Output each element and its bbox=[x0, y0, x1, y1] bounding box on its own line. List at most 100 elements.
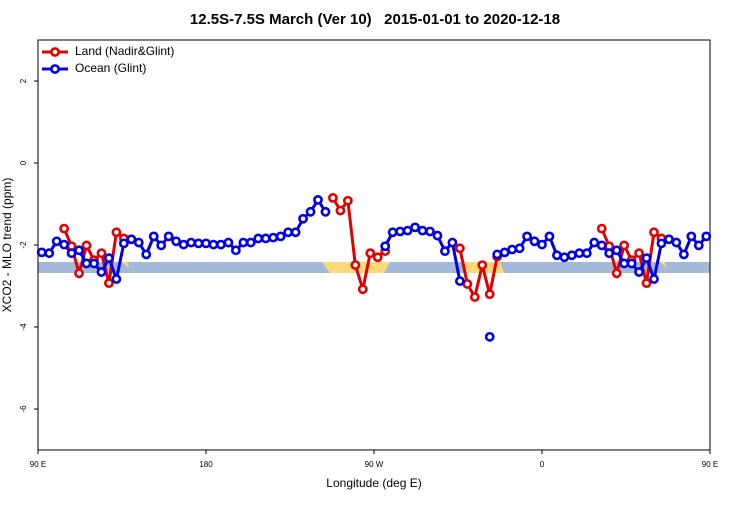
point bbox=[507, 244, 518, 255]
point bbox=[66, 248, 77, 259]
point bbox=[141, 249, 152, 260]
point bbox=[260, 233, 271, 244]
point bbox=[245, 237, 256, 248]
point bbox=[574, 248, 585, 259]
point bbox=[664, 234, 674, 245]
point bbox=[596, 240, 607, 251]
point bbox=[454, 276, 465, 286]
point bbox=[589, 237, 600, 248]
point bbox=[216, 239, 226, 250]
point bbox=[96, 267, 107, 277]
point bbox=[208, 239, 219, 250]
point bbox=[544, 231, 555, 242]
y-axis-label: XCO2 - MLO trend (ppm) bbox=[0, 178, 14, 313]
legend-marker bbox=[50, 64, 60, 74]
point bbox=[81, 240, 92, 251]
point bbox=[320, 206, 331, 217]
point bbox=[649, 274, 659, 284]
point bbox=[477, 260, 488, 270]
point bbox=[611, 268, 622, 279]
y-tick-label: -4 bbox=[19, 323, 28, 331]
point bbox=[656, 238, 667, 249]
point bbox=[686, 231, 697, 242]
point bbox=[350, 260, 361, 270]
point bbox=[387, 227, 398, 238]
point bbox=[634, 248, 644, 259]
x-tick-label: 90 W bbox=[365, 460, 384, 469]
point bbox=[372, 252, 383, 263]
point bbox=[118, 238, 129, 249]
point bbox=[178, 239, 189, 250]
point bbox=[559, 252, 570, 263]
point bbox=[133, 237, 144, 248]
point bbox=[529, 236, 540, 247]
point bbox=[193, 238, 204, 249]
point bbox=[484, 289, 495, 300]
point bbox=[171, 236, 182, 247]
point bbox=[671, 237, 682, 248]
point bbox=[290, 227, 301, 238]
point bbox=[126, 234, 137, 245]
point bbox=[111, 227, 122, 238]
point bbox=[186, 237, 196, 248]
land-patch bbox=[660, 262, 667, 268]
point bbox=[305, 206, 316, 217]
point bbox=[283, 227, 294, 238]
point bbox=[514, 243, 525, 254]
point bbox=[425, 226, 435, 237]
point bbox=[641, 253, 652, 264]
point bbox=[253, 233, 264, 244]
point bbox=[462, 279, 473, 289]
map-strip bbox=[38, 262, 710, 273]
point bbox=[59, 223, 70, 234]
point bbox=[230, 245, 241, 256]
y-tick-label: -2 bbox=[19, 241, 28, 249]
point bbox=[522, 231, 532, 242]
point bbox=[619, 240, 630, 251]
point bbox=[275, 231, 286, 242]
point bbox=[417, 225, 428, 236]
point bbox=[148, 231, 159, 242]
point bbox=[156, 240, 167, 251]
point bbox=[440, 246, 450, 257]
point bbox=[469, 292, 480, 302]
point bbox=[74, 268, 84, 279]
point bbox=[395, 226, 406, 237]
point bbox=[432, 230, 443, 241]
point bbox=[357, 284, 368, 295]
y-tick-label: 0 bbox=[19, 160, 28, 165]
point bbox=[484, 331, 495, 342]
legend-label: Ocean (Glint) bbox=[75, 61, 146, 75]
x-axis-label: Longitude (deg E) bbox=[326, 476, 421, 490]
x-tick-label: 0 bbox=[540, 460, 545, 469]
point bbox=[268, 232, 279, 243]
point bbox=[313, 194, 323, 205]
point bbox=[581, 248, 592, 259]
point bbox=[111, 274, 122, 284]
point bbox=[163, 231, 174, 242]
point bbox=[81, 258, 92, 269]
point bbox=[402, 225, 413, 236]
point bbox=[649, 227, 659, 238]
point bbox=[104, 253, 114, 264]
point bbox=[380, 241, 391, 252]
point bbox=[537, 239, 547, 250]
point bbox=[89, 258, 99, 269]
point bbox=[51, 236, 62, 247]
chart-title: 12.5S-7.5S March (Ver 10) 2015-01-01 to … bbox=[190, 11, 560, 28]
point bbox=[634, 267, 644, 277]
point bbox=[454, 243, 465, 254]
x-tick-label: 90 E bbox=[702, 460, 718, 469]
point bbox=[693, 240, 704, 251]
point bbox=[552, 250, 562, 261]
point bbox=[641, 278, 652, 289]
point bbox=[365, 248, 376, 259]
point bbox=[492, 249, 503, 260]
point bbox=[566, 250, 577, 261]
point bbox=[410, 222, 420, 233]
point bbox=[36, 247, 47, 258]
point bbox=[238, 237, 249, 248]
point bbox=[335, 205, 346, 216]
point bbox=[678, 249, 689, 260]
